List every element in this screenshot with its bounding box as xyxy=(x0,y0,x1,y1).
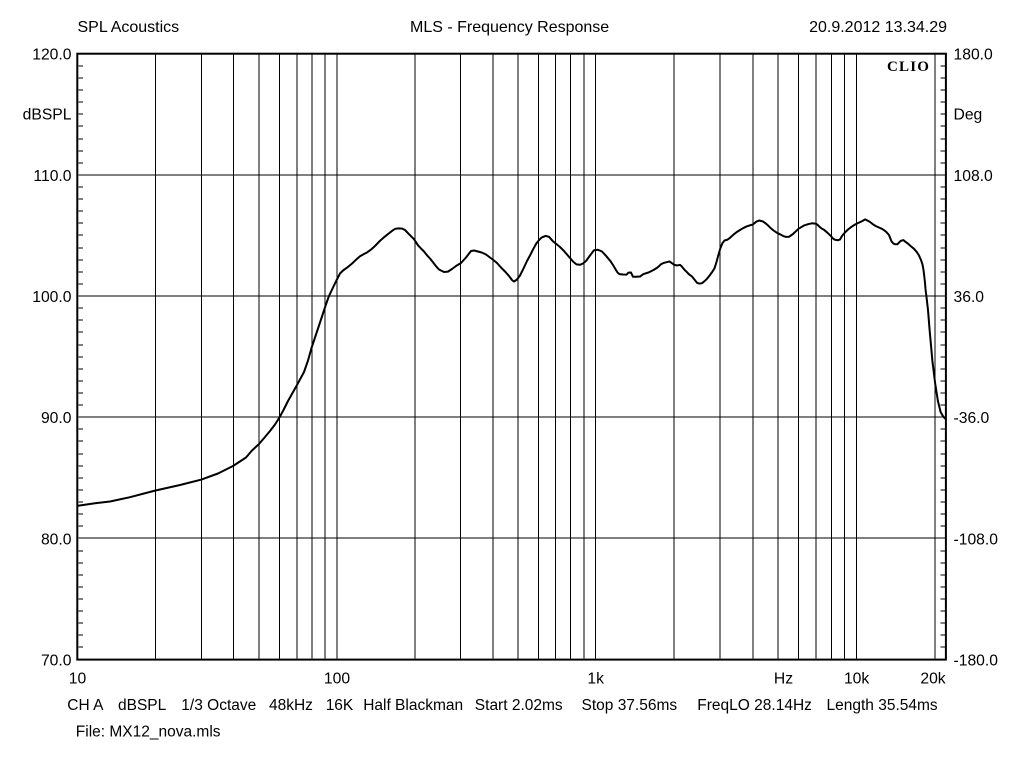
svg-text:File: MX12_nova.mls: File: MX12_nova.mls xyxy=(76,724,221,741)
svg-text:1/3 Octave: 1/3 Octave xyxy=(181,697,256,714)
svg-text:70.0: 70.0 xyxy=(41,653,72,670)
svg-text:-180.0: -180.0 xyxy=(954,653,999,670)
svg-text:100.0: 100.0 xyxy=(32,289,72,306)
svg-text:-36.0: -36.0 xyxy=(954,410,990,427)
svg-text:36.0: 36.0 xyxy=(954,289,985,306)
svg-text:CLIO: CLIO xyxy=(887,59,930,75)
svg-text:-108.0: -108.0 xyxy=(954,531,999,548)
svg-text:Hz: Hz xyxy=(774,671,793,688)
svg-text:dBSPL: dBSPL xyxy=(118,697,167,714)
svg-text:MLS - Frequency Response: MLS - Frequency Response xyxy=(410,19,609,36)
svg-text:90.0: 90.0 xyxy=(41,410,72,427)
svg-text:16K: 16K xyxy=(326,697,354,714)
svg-text:120.0: 120.0 xyxy=(32,47,72,64)
svg-text:1k: 1k xyxy=(587,671,604,688)
svg-text:SPL Acoustics: SPL Acoustics xyxy=(78,19,180,36)
svg-text:Deg: Deg xyxy=(954,106,983,123)
svg-text:10: 10 xyxy=(69,671,87,688)
svg-text:48kHz: 48kHz xyxy=(269,697,313,714)
svg-text:Half Blackman: Half Blackman xyxy=(363,697,463,714)
svg-text:20k: 20k xyxy=(920,671,945,688)
svg-text:FreqLO 28.14Hz: FreqLO 28.14Hz xyxy=(697,697,812,714)
svg-text:Start 2.02ms: Start 2.02ms xyxy=(475,697,563,714)
svg-text:10k: 10k xyxy=(844,671,869,688)
svg-text:180.0: 180.0 xyxy=(954,47,994,64)
svg-text:110.0: 110.0 xyxy=(33,168,71,185)
svg-text:Length 35.54ms: Length 35.54ms xyxy=(827,697,938,714)
svg-text:100: 100 xyxy=(324,671,350,688)
svg-text:108.0: 108.0 xyxy=(954,168,994,185)
svg-text:CH A: CH A xyxy=(67,697,104,714)
svg-text:Stop 37.56ms: Stop 37.56ms xyxy=(582,697,678,714)
svg-text:80.0: 80.0 xyxy=(41,531,72,548)
svg-text:dBSPL: dBSPL xyxy=(23,106,72,123)
svg-text:20.9.2012 13.34.29: 20.9.2012 13.34.29 xyxy=(809,19,947,36)
